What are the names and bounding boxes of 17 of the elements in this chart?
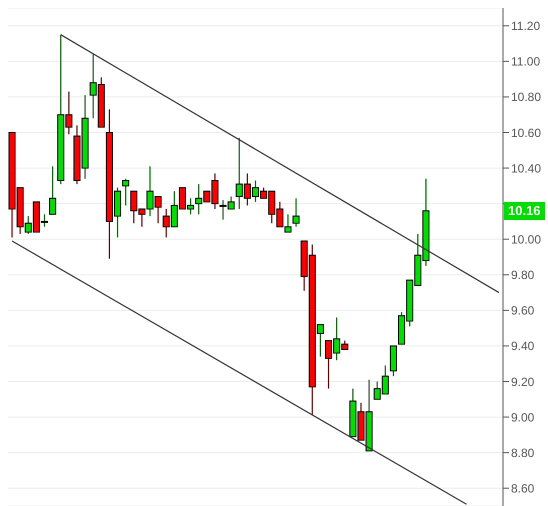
y-tick-label: 11.00 (511, 54, 540, 69)
y-tick-label: 9.00 (511, 410, 535, 424)
y-tick-label: 9.20 (511, 374, 535, 389)
y-tick-label: 9.80 (511, 268, 535, 282)
y-tick-label: 9.60 (511, 304, 535, 318)
y-tick-label: 10.60 (511, 126, 542, 140)
candlestick (292, 198, 300, 228)
annotation: 10.16 (504, 202, 545, 220)
y-tick-label: 9.40 (511, 339, 535, 354)
y-tick-label: 10.80 (511, 90, 542, 104)
y-tick-label: 10.40 (511, 161, 542, 176)
y-tick-label: 8.80 (511, 446, 535, 460)
y-tick-label: 8.60 (511, 481, 535, 496)
y-tick-label: 10.00 (511, 232, 542, 246)
candlestick (49, 166, 56, 215)
y-tick-label: 11.20 (511, 19, 540, 34)
candlestick (122, 178, 130, 206)
